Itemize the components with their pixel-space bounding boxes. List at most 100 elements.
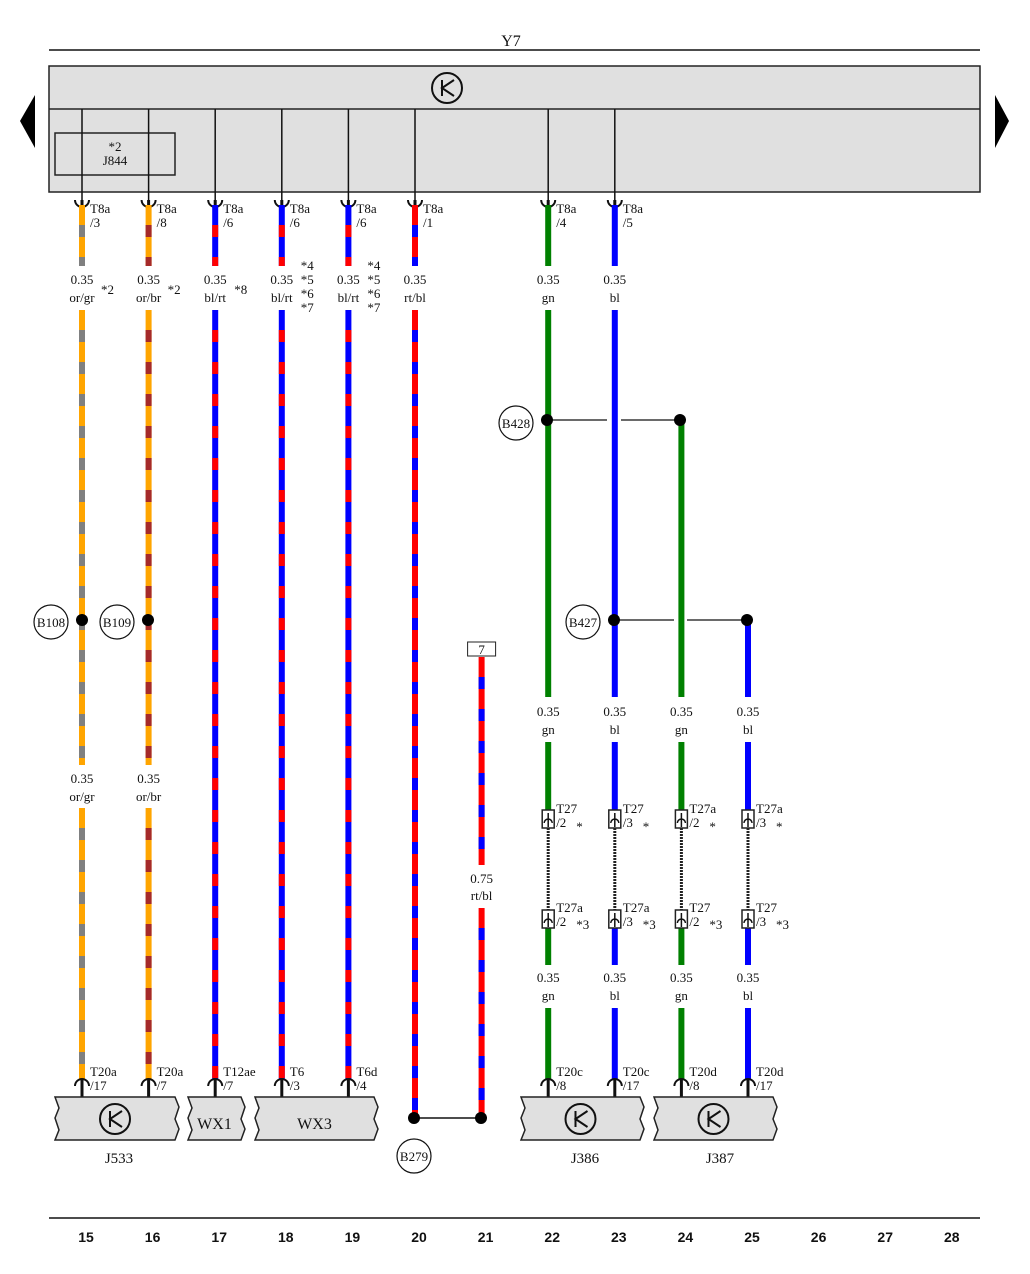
component-label: J387	[706, 1151, 735, 1167]
top-connector-pin: /8	[157, 215, 167, 230]
column-number: 17	[211, 1229, 227, 1245]
splice-dot	[76, 614, 88, 626]
inline-connector-name: T27a	[623, 900, 650, 915]
inline-connector-name: T27a	[756, 801, 783, 816]
wire-gauge: 0.35	[603, 272, 626, 287]
bottom-connector-name: T20d	[756, 1064, 784, 1079]
wire-color-code: gn	[675, 988, 689, 1003]
inline-connector-pin: /2	[556, 914, 566, 929]
component-wx1[interactable]	[186, 1096, 246, 1141]
bottom-connector-name: T12ae	[223, 1064, 256, 1079]
top-connector-name: T8a	[356, 201, 376, 216]
wire-gauge: 0.35	[270, 272, 293, 287]
splice-b279: B279	[400, 1149, 428, 1164]
connector-bottom-icon	[340, 1078, 357, 1087]
left-nav-arrow-icon[interactable]	[20, 95, 35, 148]
wire-color-code: gn	[542, 290, 556, 305]
wire-color-code: or/br	[136, 290, 162, 305]
wire-color-code: gn	[542, 988, 556, 1003]
column-number: 16	[145, 1229, 161, 1245]
bottom-connector-name: T20a	[157, 1064, 184, 1079]
wire-gauge: 0.35	[537, 272, 560, 287]
wire-gauge: 0.35	[737, 704, 760, 719]
column-number: 25	[744, 1229, 760, 1245]
bottom-connector-pin: /7	[157, 1078, 168, 1093]
wire-footnote: *7	[367, 300, 381, 315]
wire-footnote: *4	[301, 258, 315, 273]
ground-circle	[99, 1103, 131, 1135]
inline-footnote: *	[643, 819, 650, 834]
bottom-connector-pin: /7	[223, 1078, 234, 1093]
ground-arrow	[108, 1110, 123, 1128]
ground-icon	[697, 1103, 730, 1135]
splice-b109: B109	[103, 615, 131, 630]
component-j533[interactable]	[53, 1096, 180, 1141]
top-connector-name: T8a	[157, 201, 177, 216]
inline-footnote: *3	[776, 917, 789, 932]
title-y7: Y7	[501, 33, 521, 50]
inline-connector-pin: /3	[623, 815, 633, 830]
wire-footnote: *4	[367, 258, 381, 273]
wire-footnote: *6	[301, 286, 315, 301]
splice-b108: B108	[37, 615, 65, 630]
component-label: J533	[105, 1151, 133, 1167]
connector-pin-icon	[610, 813, 620, 827]
wire-color-code: gn	[675, 722, 689, 737]
ground-arrow	[573, 1110, 589, 1128]
component-wx3[interactable]	[253, 1096, 379, 1141]
wire-gauge: 0.35	[337, 272, 360, 287]
bottom-connector-name: T20a	[90, 1064, 117, 1079]
splice-dot	[674, 414, 686, 426]
bottom-connector-pin: /17	[756, 1078, 773, 1093]
column-number: 19	[345, 1229, 361, 1245]
page-reference-box[interactable]	[467, 641, 497, 657]
wire-gauge: 0.35	[537, 970, 560, 985]
inline-footnote: *	[576, 819, 583, 834]
component-j386[interactable]	[519, 1096, 645, 1141]
bottom-connector-pin: /17	[90, 1078, 107, 1093]
wire-color-code: or/gr	[69, 290, 95, 305]
ground-icon	[431, 72, 463, 104]
connector-pin-icon	[743, 913, 753, 927]
splice-label-circle	[99, 604, 135, 640]
wire-color-code: bl/rt	[338, 290, 360, 305]
wire-gauge: 0.35	[71, 272, 94, 287]
wire-color-code: rt/bl	[404, 290, 426, 305]
top-connector-pin: /1	[423, 215, 433, 230]
connector-bottom-icon	[740, 1078, 756, 1087]
component-j844	[54, 132, 176, 176]
j844-label: J844	[103, 153, 128, 168]
wire-gauge: 0.35	[603, 704, 626, 719]
connector-pin-icon	[676, 913, 687, 927]
inline-footnote: *3	[643, 917, 656, 932]
inline-connector-name: T27a	[556, 900, 583, 915]
ground-arrow	[706, 1110, 722, 1128]
top-connector-name: T8a	[90, 201, 110, 216]
right-nav-arrow-icon[interactable]	[995, 95, 1009, 148]
wire-color-code: rt/bl	[471, 888, 493, 903]
wire-color-code: bl	[610, 988, 621, 1003]
component-j387[interactable]	[652, 1096, 778, 1141]
wire-color-code: bl/rt	[271, 290, 293, 305]
splice-label-circle	[396, 1138, 432, 1174]
inline-connector-name: T27	[556, 801, 577, 816]
splice-label-circle	[33, 604, 69, 640]
inline-connector-pin: /2	[689, 815, 699, 830]
wire-color-code: bl	[743, 988, 754, 1003]
wire-gauge: 0.75	[470, 871, 493, 886]
connector-bottom-icon	[74, 1078, 90, 1087]
wire-color-code: bl	[743, 722, 754, 737]
bottom-connector-pin: /17	[623, 1078, 640, 1093]
control-unit-y7	[48, 65, 981, 193]
ground-circle	[697, 1103, 730, 1135]
top-connector-pin: /4	[556, 215, 567, 230]
top-connector-name: T8a	[623, 201, 643, 216]
top-connector-pin: /3	[90, 215, 100, 230]
column-number: 22	[544, 1229, 560, 1245]
wire-gauge: 0.35	[603, 970, 626, 985]
column-number: 18	[278, 1229, 294, 1245]
column-number: 21	[478, 1229, 494, 1245]
column-number: 24	[678, 1229, 694, 1245]
wire-color-code: gn	[542, 722, 556, 737]
connector-bottom-icon	[673, 1078, 690, 1087]
